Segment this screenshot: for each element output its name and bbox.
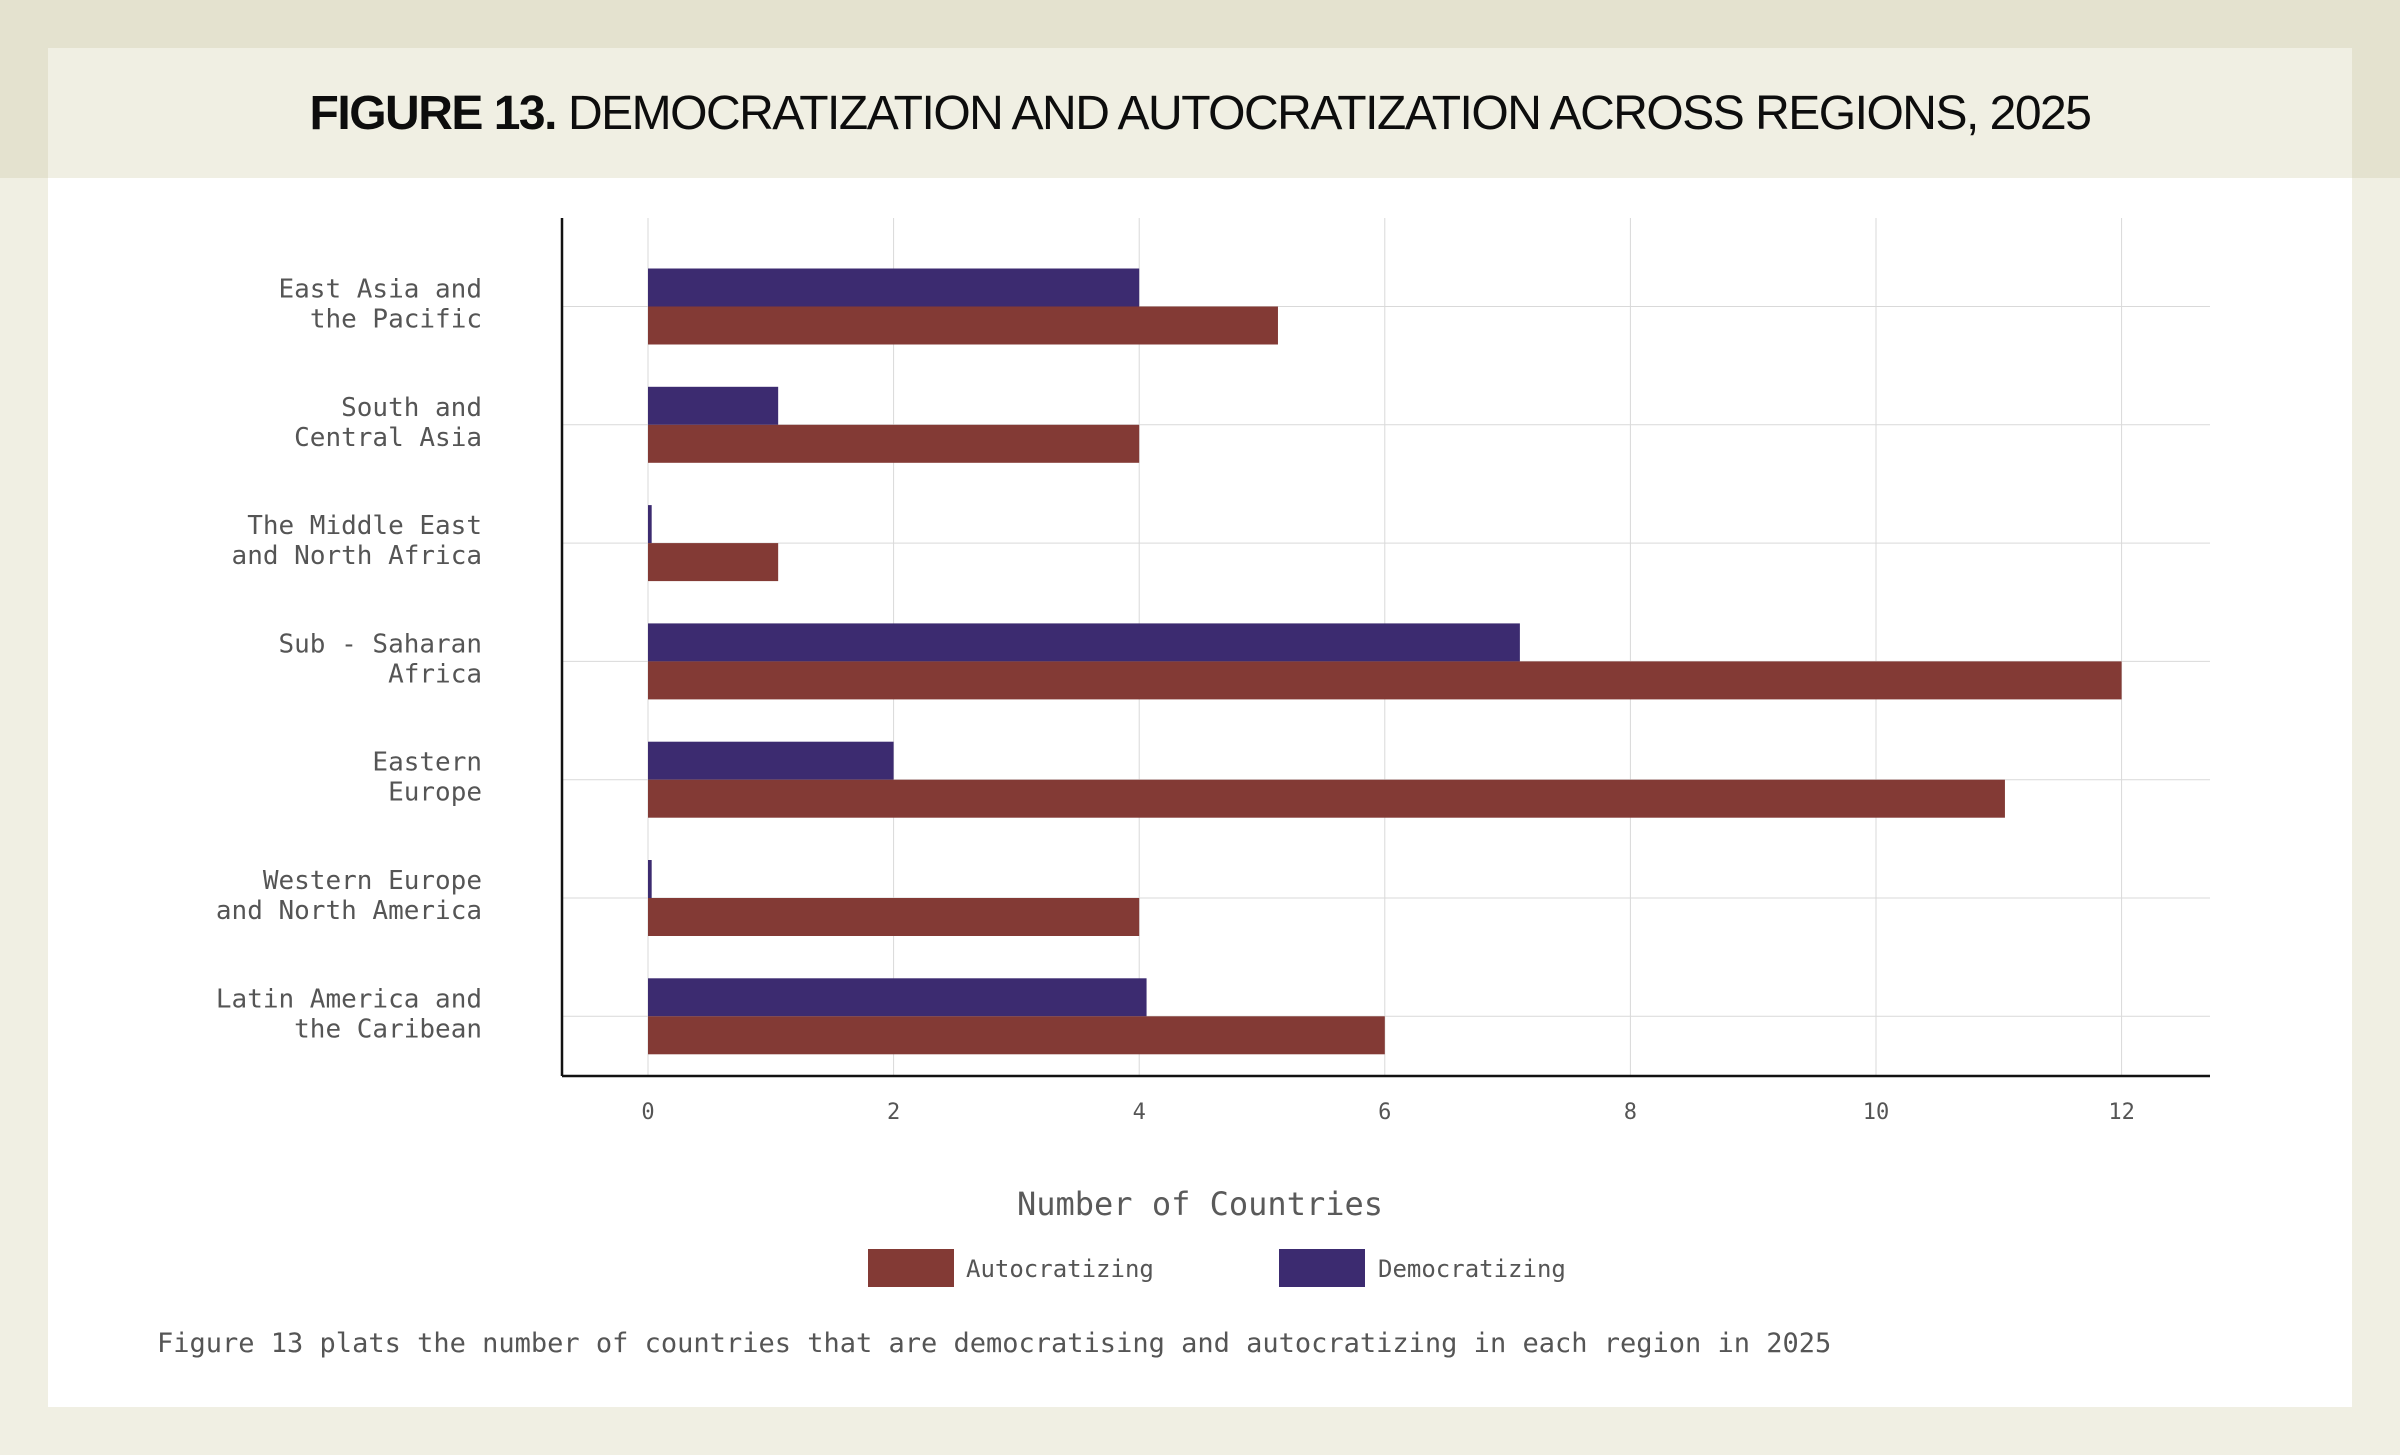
bar-autocratizing xyxy=(648,661,2122,700)
y-category-label-line: Central Asia xyxy=(294,423,482,453)
y-category-label: South and Central Asia xyxy=(294,393,482,453)
y-category-label-line: Sub - Saharan xyxy=(279,629,483,659)
y-category-label-line: Europe xyxy=(388,778,482,808)
y-category-label-line: East Asia and xyxy=(279,275,483,305)
x-tick-label: 4 xyxy=(1133,1100,1146,1125)
y-category-label-line: Eastern xyxy=(372,748,482,778)
figure-caption: Figure 13 plats the number of countries … xyxy=(157,1328,1832,1359)
y-category-label-line: and North Africa xyxy=(232,541,482,571)
legend-swatch-democratizing xyxy=(1279,1249,1365,1287)
x-tick-label: 12 xyxy=(2108,1100,2135,1125)
legend-label-democratizing: Democratizing xyxy=(1378,1255,1566,1283)
bar-democratizing xyxy=(648,505,652,544)
y-category-label: The Middle East and North Africa xyxy=(232,511,482,571)
x-axis-title: Number of Countries xyxy=(1017,1185,1383,1223)
legend-swatch-autocratizing xyxy=(868,1249,954,1287)
figure-title-text: DEMOCRATIZATION AND AUTOCRATIZATION ACRO… xyxy=(567,86,2092,140)
bar-autocratizing xyxy=(648,779,2005,818)
bar-autocratizing xyxy=(648,424,1140,463)
y-category-label-line: The Middle East xyxy=(247,511,482,541)
figure-title: FIGURE 13. DEMOCRATIZATION AND AUTOCRATI… xyxy=(48,48,2352,178)
legend-item-autocratizing: Autocratizing xyxy=(868,1249,1154,1287)
bar-democratizing xyxy=(648,741,894,780)
bar-democratizing xyxy=(648,860,652,898)
x-tick-label: 8 xyxy=(1624,1100,1637,1125)
y-category-label-line: Latin America and xyxy=(216,984,482,1014)
x-tick-label: 6 xyxy=(1378,1100,1391,1125)
y-category-label-line: the Pacific xyxy=(310,305,482,335)
y-category-label-line: Western Europe xyxy=(263,866,482,896)
bar-democratizing xyxy=(648,386,779,425)
y-category-label-line: and North America xyxy=(216,896,482,926)
legend-item-democratizing: Democratizing xyxy=(1279,1249,1566,1287)
y-category-label: Eastern Europe xyxy=(372,748,482,808)
bar-autocratizing xyxy=(648,306,1278,345)
chart-panel: 0 2 4 6 8 10 12 East Asia and the Pacific South a… xyxy=(48,178,2352,1407)
bar-democratizing xyxy=(648,623,1520,662)
legend: Autocratizing Democratizing xyxy=(868,1249,1566,1287)
bar-democratizing xyxy=(648,268,1140,307)
x-tick-label: 10 xyxy=(1863,1100,1890,1125)
y-category-label: Western Europe and North America xyxy=(216,866,482,926)
y-category-label-line: Africa xyxy=(388,659,482,689)
figure-number: FIGURE 13. xyxy=(309,86,558,140)
y-category-label: Sub - Saharan Africa xyxy=(279,629,483,689)
x-tick-label: 0 xyxy=(641,1100,654,1125)
y-category-label: East Asia and the Pacific xyxy=(279,275,483,335)
bar-autocratizing xyxy=(648,543,779,582)
legend-label-autocratizing: Autocratizing xyxy=(966,1255,1154,1283)
bars xyxy=(648,268,2122,1055)
bar-autocratizing xyxy=(648,898,1140,936)
y-category-label: Latin America and the Caribean xyxy=(216,984,482,1044)
y-category-label-line: the Caribean xyxy=(294,1014,482,1044)
bar-chart: 0 2 4 6 8 10 12 East Asia and the Pacific South a… xyxy=(216,218,2210,1287)
bar-democratizing xyxy=(648,978,1147,1017)
bar-autocratizing xyxy=(648,1016,1385,1055)
y-category-label-line: South and xyxy=(341,393,482,423)
x-tick-label: 2 xyxy=(887,1100,900,1125)
